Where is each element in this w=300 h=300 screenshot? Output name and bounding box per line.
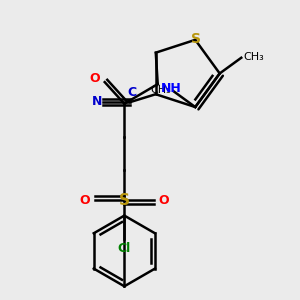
Text: O: O (90, 72, 100, 85)
Text: CH₃: CH₃ (244, 52, 264, 62)
Text: O: O (80, 194, 90, 207)
Text: Cl: Cl (118, 242, 131, 256)
Text: S: S (191, 32, 201, 46)
Text: S: S (119, 194, 130, 208)
Text: NH: NH (161, 82, 182, 94)
Text: CH₃: CH₃ (151, 85, 171, 95)
Text: N: N (92, 94, 102, 108)
Text: O: O (158, 194, 169, 207)
Text: C: C (128, 86, 137, 99)
